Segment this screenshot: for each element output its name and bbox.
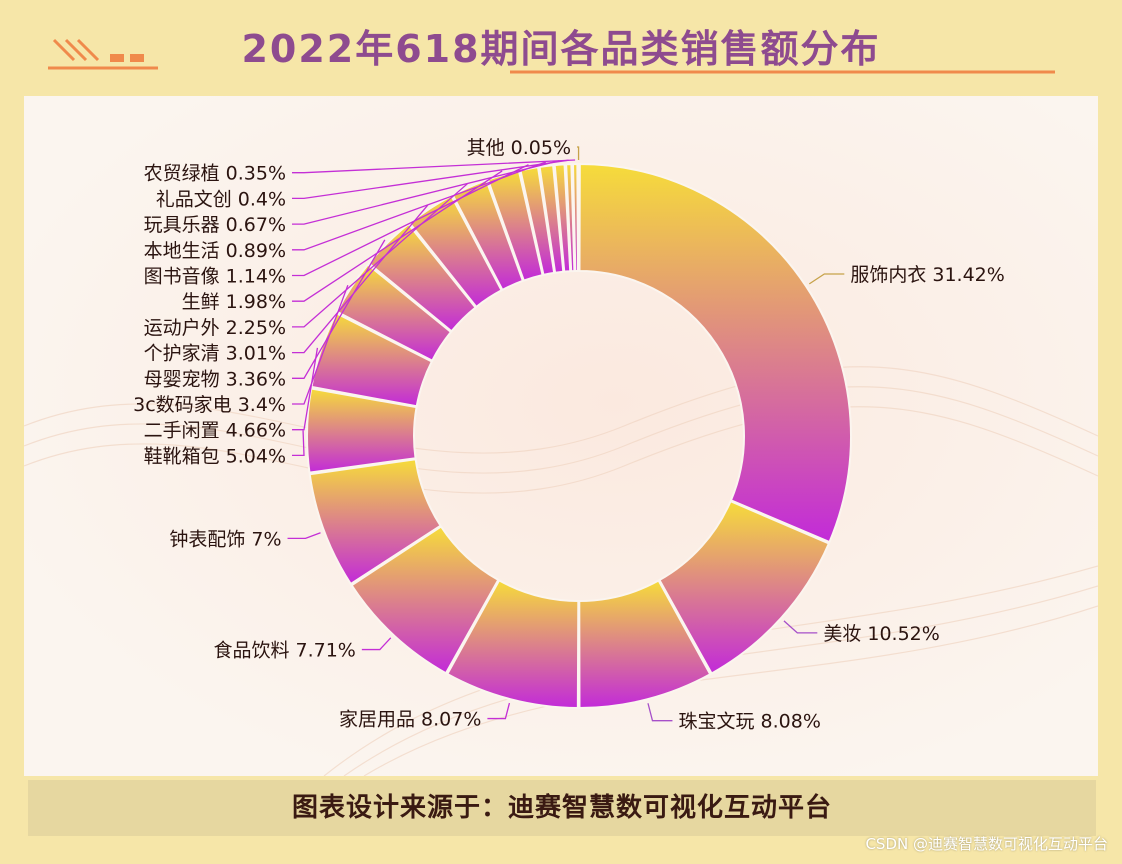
- data-label-11: 个护家清 3.01%: [144, 343, 286, 365]
- leader-line-6: [287, 532, 321, 540]
- data-label-14: 图书音像 1.14%: [144, 266, 286, 288]
- leader-line-7: [292, 430, 305, 457]
- data-label-9: 3c数码家电 3.4%: [133, 394, 286, 416]
- page-title: 2022年618期间各品类销售额分布: [241, 27, 881, 71]
- data-label-19: 其他 0.05%: [467, 137, 571, 159]
- leader-line-8: [292, 347, 319, 431]
- leader-line-3: [647, 703, 673, 722]
- slice-1[interactable]: [578, 163, 852, 544]
- leader-line-9: [292, 284, 349, 405]
- data-label-7: 鞋靴箱包 5.04%: [144, 445, 286, 467]
- leader-line-19: [577, 146, 580, 161]
- leader-line-4: [487, 702, 511, 720]
- leader-line-5: [361, 637, 392, 651]
- donut-slices: [306, 162, 852, 709]
- title-decoration-left: [48, 38, 158, 70]
- chart-panel: 服饰内衣 31.42% 美妆 10.52% 珠宝文玩 8.08% 家居用品 8.07%…: [24, 96, 1098, 776]
- leader-line-13: [292, 170, 503, 302]
- leader-line-16: [292, 160, 560, 225]
- leader-line-18: [292, 159, 576, 174]
- slice-5[interactable]: [350, 525, 500, 675]
- slice-2[interactable]: [658, 500, 830, 675]
- data-label-16: 玩具乐器 0.67%: [144, 214, 286, 236]
- data-label-3: 珠宝文玩 8.08%: [678, 711, 820, 733]
- data-label-4: 家居用品 8.07%: [339, 709, 481, 731]
- slice-6[interactable]: [308, 458, 442, 585]
- leader-line-14: [292, 164, 529, 277]
- data-label-2: 美妆 10.52%: [823, 623, 940, 645]
- slice-19[interactable]: [577, 162, 581, 272]
- data-label-5: 食品饮料 7.71%: [213, 640, 355, 662]
- footer-credit: 图表设计来源于：迪赛智慧数可视化互动平台: [28, 780, 1096, 836]
- watermark: CSDN @迪赛智慧数可视化互动平台: [865, 835, 1108, 853]
- donut-chart: 服饰内衣 31.42% 美妆 10.52% 珠宝文玩 8.08% 家居用品 8.07%…: [24, 96, 1098, 776]
- leader-line-2: [783, 620, 818, 634]
- slice-4[interactable]: [446, 579, 580, 709]
- data-label-15: 本地生活 0.89%: [144, 240, 286, 262]
- slice-9[interactable]: [336, 263, 452, 362]
- data-label-12: 运动户外 2.25%: [144, 317, 286, 339]
- data-label-6: 钟表配饰 7%: [169, 528, 281, 550]
- leader-line-1: [808, 273, 845, 285]
- leader-line-10: [292, 239, 386, 379]
- data-label-17: 礼品文创 0.4%: [156, 188, 286, 210]
- data-label-18: 农贸绿植 0.35%: [144, 163, 286, 185]
- data-label-1: 服饰内衣 31.42%: [850, 264, 1005, 286]
- title-underline-decoration: [510, 70, 1055, 74]
- data-label-13: 生鲜 1.98%: [182, 291, 286, 313]
- leader-line-17: [292, 159, 569, 200]
- slice-3[interactable]: [578, 579, 712, 709]
- data-label-8: 二手闲置 4.66%: [144, 420, 286, 442]
- leader-line-12: [292, 182, 469, 328]
- slice-labels: 服饰内衣 31.42% 美妆 10.52% 珠宝文玩 8.08% 家居用品 8.07%…: [133, 137, 1005, 733]
- leader-line-15: [292, 161, 547, 251]
- slice-8[interactable]: [310, 312, 433, 408]
- data-label-10: 母婴宠物 3.36%: [144, 368, 286, 390]
